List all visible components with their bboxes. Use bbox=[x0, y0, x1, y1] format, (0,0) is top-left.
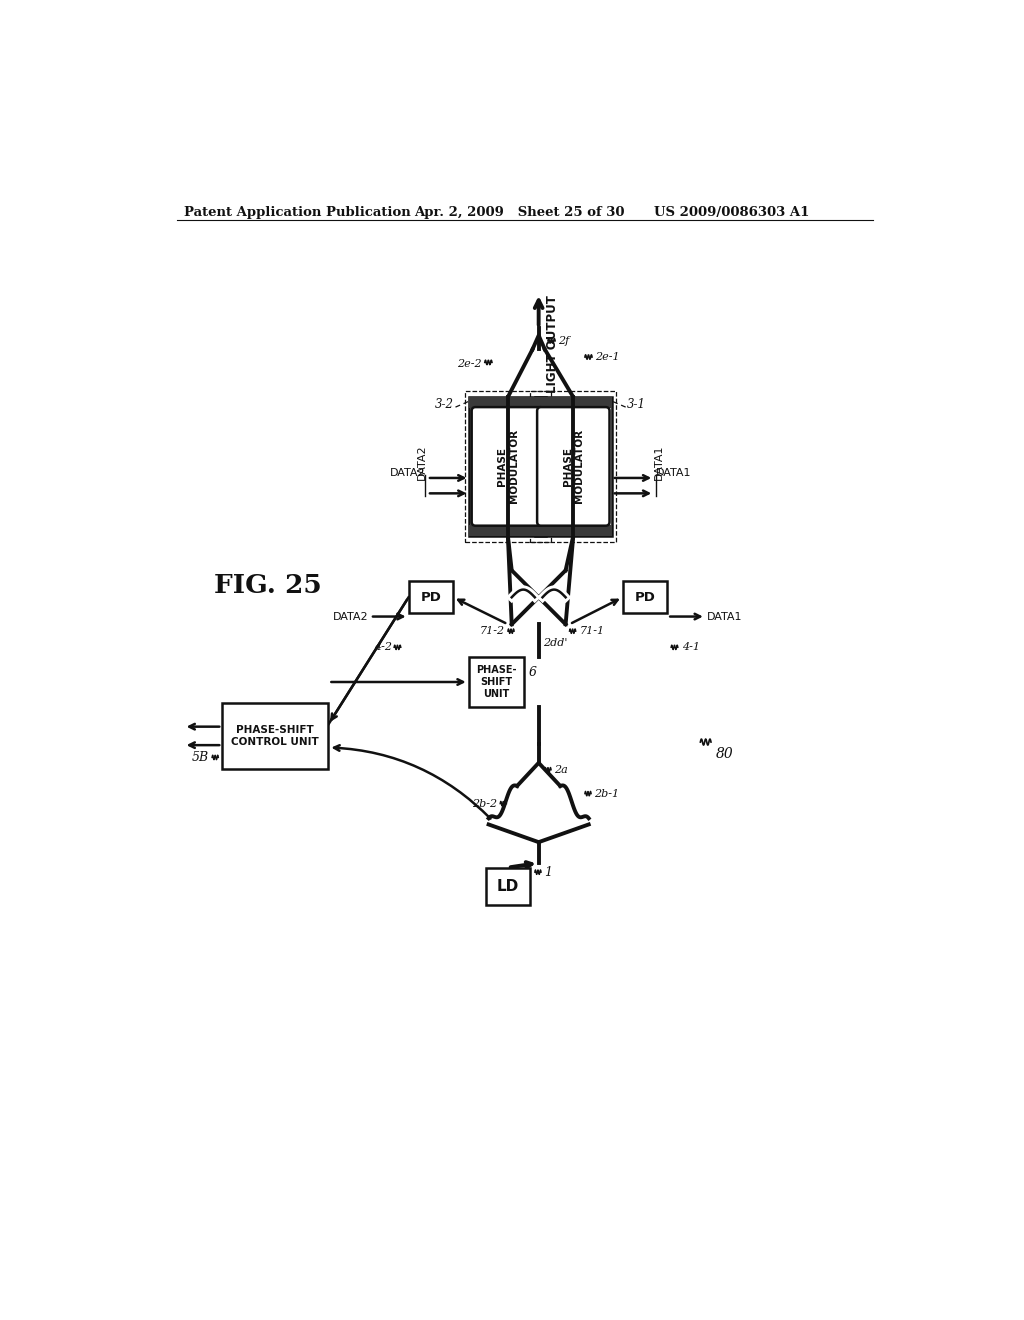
Text: Patent Application Publication: Patent Application Publication bbox=[184, 206, 412, 219]
Text: 2b-2: 2b-2 bbox=[472, 799, 497, 809]
Text: CONTROL UNIT: CONTROL UNIT bbox=[231, 737, 319, 747]
Text: DATA1: DATA1 bbox=[655, 469, 691, 478]
Text: FIG. 25: FIG. 25 bbox=[214, 573, 322, 598]
Text: LIGHT OUTPUT: LIGHT OUTPUT bbox=[547, 296, 559, 393]
Text: 3-2: 3-2 bbox=[435, 399, 454, 412]
Bar bbox=[535, 525, 611, 536]
Bar bbox=[535, 397, 611, 536]
Text: PD: PD bbox=[421, 591, 441, 603]
Text: 5B: 5B bbox=[191, 751, 209, 764]
Text: 2dd': 2dd' bbox=[544, 639, 567, 648]
Text: 2f: 2f bbox=[558, 335, 569, 346]
Text: PHASE-SHIFT: PHASE-SHIFT bbox=[237, 725, 314, 735]
Bar bbox=[469, 397, 547, 536]
Bar bbox=[623, 581, 668, 614]
Bar bbox=[222, 704, 329, 768]
Bar bbox=[530, 391, 616, 543]
Text: PD: PD bbox=[635, 591, 655, 603]
Text: DATA2: DATA2 bbox=[333, 611, 369, 622]
Text: 3-1: 3-1 bbox=[628, 399, 646, 412]
Text: Apr. 2, 2009   Sheet 25 of 30: Apr. 2, 2009 Sheet 25 of 30 bbox=[414, 206, 625, 219]
Text: 2e-2: 2e-2 bbox=[457, 359, 481, 370]
Bar bbox=[409, 581, 454, 614]
Text: 71-2: 71-2 bbox=[479, 626, 505, 636]
Text: DATA2: DATA2 bbox=[390, 469, 425, 478]
Text: 2b-1: 2b-1 bbox=[594, 788, 620, 799]
Text: PHASE
MODULATOR: PHASE MODULATOR bbox=[497, 429, 519, 503]
FancyBboxPatch shape bbox=[472, 407, 544, 525]
Text: 4-1: 4-1 bbox=[682, 643, 699, 652]
Text: 6: 6 bbox=[528, 667, 537, 680]
Text: PHASE-
SHIFT
UNIT: PHASE- SHIFT UNIT bbox=[476, 665, 516, 698]
Text: LD: LD bbox=[497, 879, 519, 894]
Text: DATA1: DATA1 bbox=[654, 445, 665, 480]
Bar bbox=[469, 525, 547, 536]
Text: 4-2: 4-2 bbox=[374, 643, 392, 652]
Bar bbox=[469, 657, 524, 708]
Bar bbox=[465, 391, 551, 543]
Text: PHASE
MODULATOR: PHASE MODULATOR bbox=[562, 429, 584, 503]
Text: 2e-1: 2e-1 bbox=[595, 352, 620, 362]
Text: 2a: 2a bbox=[554, 764, 568, 775]
Text: 1: 1 bbox=[544, 866, 552, 879]
Bar bbox=[535, 397, 611, 408]
Text: DATA2: DATA2 bbox=[417, 445, 427, 480]
Text: DATA1: DATA1 bbox=[708, 611, 742, 622]
Text: US 2009/0086303 A1: US 2009/0086303 A1 bbox=[654, 206, 810, 219]
Text: 80: 80 bbox=[716, 747, 733, 760]
Bar bbox=[485, 867, 530, 904]
Bar bbox=[469, 397, 547, 408]
Text: 71-1: 71-1 bbox=[580, 626, 605, 636]
FancyBboxPatch shape bbox=[538, 407, 609, 525]
